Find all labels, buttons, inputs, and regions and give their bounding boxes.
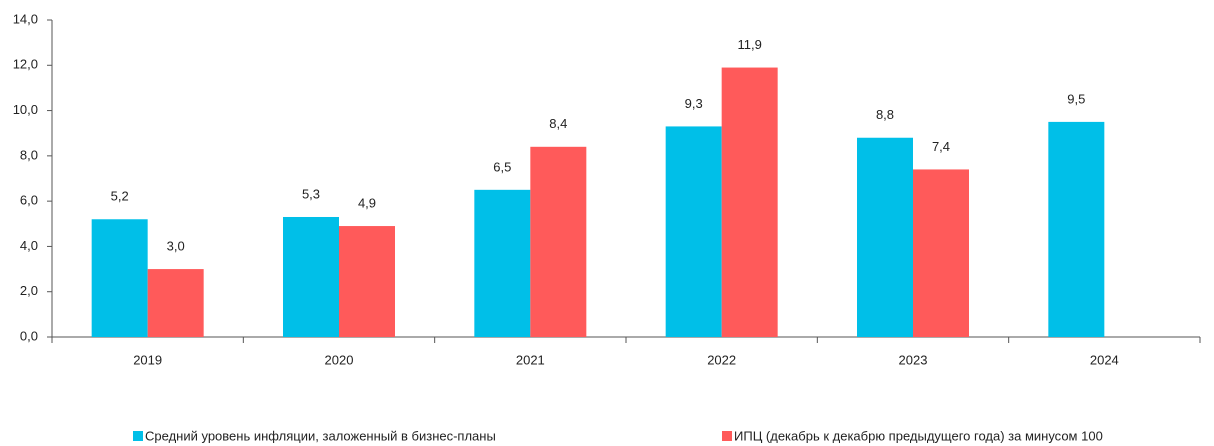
value-label: 9,3 bbox=[685, 96, 703, 111]
x-tick-label: 2019 bbox=[133, 352, 162, 367]
value-label: 8,4 bbox=[549, 116, 567, 131]
y-tick-label: 10,0 bbox=[13, 102, 38, 117]
x-tick-label: 2021 bbox=[516, 352, 545, 367]
value-label: 11,9 bbox=[737, 37, 761, 52]
value-label: 6,5 bbox=[493, 159, 511, 174]
y-tick-label: 2,0 bbox=[20, 283, 38, 298]
bar bbox=[913, 169, 969, 337]
y-tick-label: 8,0 bbox=[20, 147, 38, 162]
legend-swatch bbox=[133, 431, 143, 441]
x-tick-label: 2020 bbox=[325, 352, 354, 367]
bar bbox=[530, 146, 587, 337]
value-label: 3,0 bbox=[167, 239, 185, 254]
x-tick-label: 2023 bbox=[899, 352, 928, 367]
bar bbox=[721, 67, 778, 338]
bar bbox=[1048, 121, 1105, 338]
legend-label: ИПЦ (декабрь к декабрю предыдущего года)… bbox=[734, 428, 1103, 443]
value-label: 5,2 bbox=[111, 189, 129, 204]
value-label: 9,5 bbox=[1067, 91, 1085, 106]
value-label: 8,8 bbox=[876, 107, 894, 122]
y-tick-label: 6,0 bbox=[20, 193, 38, 208]
legend-swatch bbox=[722, 431, 732, 441]
bar bbox=[147, 269, 204, 337]
x-tick-label: 2022 bbox=[707, 352, 736, 367]
bar bbox=[665, 126, 722, 338]
bar bbox=[283, 216, 339, 337]
legend-label: Средний уровень инфляции, заложенный в б… bbox=[145, 428, 496, 443]
value-label: 4,9 bbox=[358, 195, 376, 210]
bar bbox=[857, 137, 913, 337]
y-tick-label: 12,0 bbox=[13, 57, 38, 72]
bar bbox=[91, 219, 148, 337]
x-tick-label: 2024 bbox=[1090, 352, 1119, 367]
bar bbox=[474, 189, 531, 337]
value-label: 5,3 bbox=[302, 186, 320, 201]
y-tick-label: 0,0 bbox=[20, 328, 38, 343]
bar bbox=[339, 226, 395, 337]
y-tick-label: 14,0 bbox=[13, 11, 38, 26]
y-tick-label: 4,0 bbox=[20, 238, 38, 253]
value-label: 7,4 bbox=[932, 139, 950, 154]
